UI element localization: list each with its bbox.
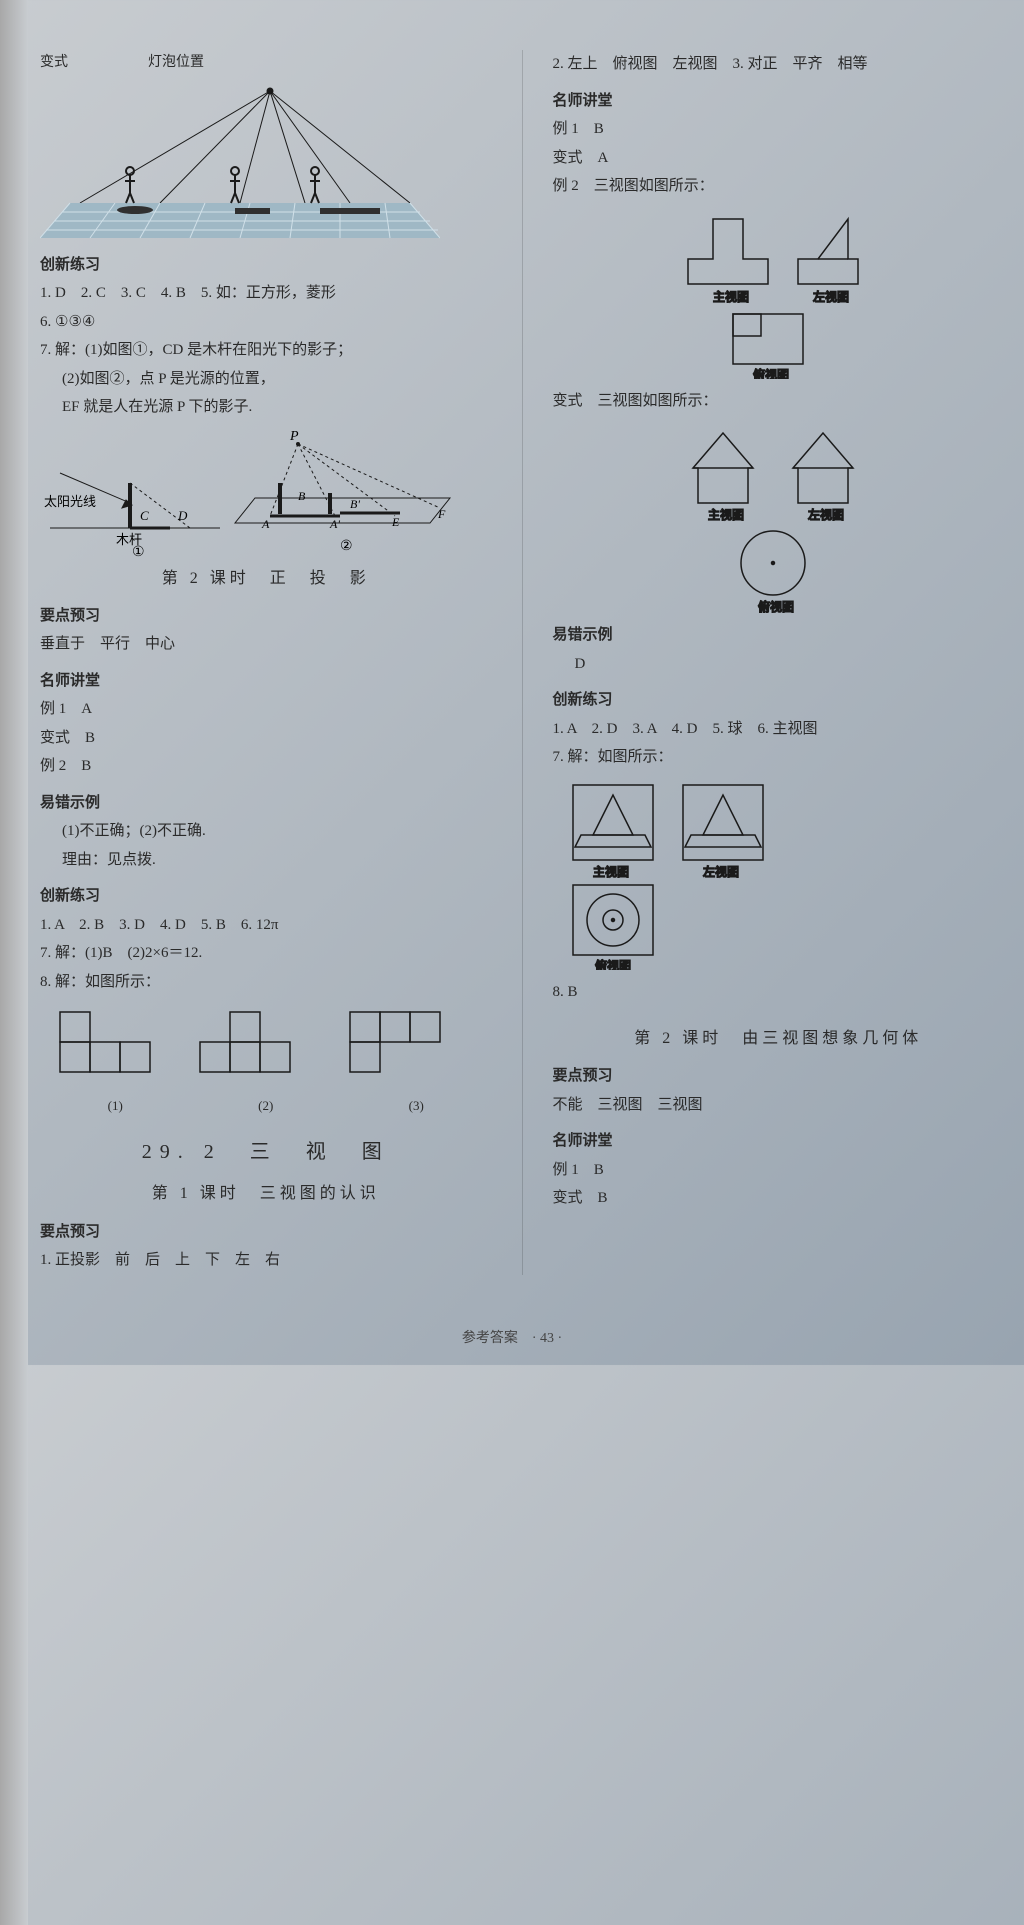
q7b: (2)如图②，点 P 是光源的位置， bbox=[40, 365, 492, 394]
three-views-1: 主视图 左视图 俯视图 bbox=[553, 209, 1005, 379]
r-ex1: 例 1 B bbox=[553, 115, 1005, 144]
q7a: 7. 解：(1)如图①，CD 是木杆在阳光下的影子； bbox=[40, 336, 492, 365]
svg-text:C: C bbox=[140, 508, 149, 523]
r-ycsl: 易错示例 bbox=[553, 621, 1005, 650]
cxlx2-title: 创新练习 bbox=[40, 882, 492, 911]
cxlx2-l2: 7. 解：(1)B (2)2×6＝12. bbox=[40, 939, 492, 968]
lesson2-title: 第 2 课时 正 投 影 bbox=[40, 564, 492, 594]
polyomino-grids: (1) (2) (3) bbox=[40, 1002, 492, 1119]
cxlx-title: 创新练习 bbox=[40, 251, 492, 280]
bs: 变式 B bbox=[40, 724, 492, 753]
sec-29-2: 29. 2 三 视 图 bbox=[40, 1133, 492, 1171]
svg-text:主视图: 主视图 bbox=[593, 864, 629, 879]
grid-cap-1: (1) bbox=[108, 1094, 123, 1119]
r-bs: 变式 A bbox=[553, 144, 1005, 173]
lamp-floor-diagram bbox=[40, 83, 492, 243]
sun-light-diagram: P A A' B' B E F bbox=[40, 428, 492, 558]
svg-text:D: D bbox=[177, 508, 188, 523]
svg-text:左视图: 左视图 bbox=[808, 507, 844, 522]
q7c: EF 就是人在光源 P 下的影子. bbox=[40, 393, 492, 422]
cxlx2-l3: 8. 解：如图所示： bbox=[40, 968, 492, 997]
page-footer: 参考答案 · 43 · bbox=[0, 1327, 1024, 1347]
cxlx2-l1: 1. A 2. B 3. D 4. D 5. B 6. 12π bbox=[40, 911, 492, 940]
svg-text:俯视图: 俯视图 bbox=[758, 599, 794, 613]
r-bs2: 变式 三视图如图所示： bbox=[553, 387, 1005, 416]
r-msjt2: 名师讲堂 bbox=[553, 1127, 1005, 1156]
svg-text:主视图: 主视图 bbox=[708, 507, 744, 522]
page: 变式 灯泡位置 bbox=[0, 0, 1024, 1295]
lesson1-title: 第 1 课时 三视图的认识 bbox=[40, 1179, 492, 1209]
r-cxlx-l2: 7. 解：如图所示： bbox=[553, 743, 1005, 772]
svg-text:俯视图: 俯视图 bbox=[753, 367, 789, 379]
ycsl: 易错示例 bbox=[40, 789, 492, 818]
r-ycsl-ans: D bbox=[553, 650, 1005, 679]
left-column: 变式 灯泡位置 bbox=[40, 50, 502, 1275]
ycsl-a: (1)不正确；(2)不正确. bbox=[40, 817, 492, 846]
svg-text:B: B bbox=[298, 489, 306, 503]
r-ydyx: 要点预习 bbox=[553, 1062, 1005, 1091]
label-bianshi: 变式 bbox=[40, 50, 68, 77]
r-lesson2-title: 第 2 课时 由三视图想象几何体 bbox=[553, 1024, 1005, 1054]
r-cxlx-l1: 1. A 2. D 3. A 4. D 5. 球 6. 主视图 bbox=[553, 715, 1005, 744]
svg-text:太阳光线: 太阳光线 bbox=[44, 494, 96, 509]
svg-text:A': A' bbox=[329, 517, 340, 531]
svg-text:②: ② bbox=[340, 539, 353, 554]
lamp-labels: 变式 灯泡位置 bbox=[40, 50, 492, 77]
cxlx-l1: 1. D 2. C 3. C 4. B 5. 如：正方形，菱形 bbox=[40, 279, 492, 308]
ydyx2: 要点预习 bbox=[40, 1218, 492, 1247]
svg-text:E: E bbox=[391, 515, 400, 529]
svg-text:①: ① bbox=[132, 545, 145, 558]
label-lamp: 灯泡位置 bbox=[148, 50, 204, 77]
grid-cap-3: (3) bbox=[409, 1094, 424, 1119]
r-top: 2. 左上 俯视图 左视图 3. 对正 平齐 相等 bbox=[553, 50, 1005, 79]
r-ydyx-content: 不能 三视图 三视图 bbox=[553, 1091, 1005, 1120]
r-msjt: 名师讲堂 bbox=[553, 87, 1005, 116]
right-column: 2. 左上 俯视图 左视图 3. 对正 平齐 相等 名师讲堂 例 1 B 变式 … bbox=[522, 50, 1005, 1275]
cxlx-l2: 6. ①③④ bbox=[40, 308, 492, 337]
r-cxlx: 创新练习 bbox=[553, 686, 1005, 715]
r-q8: 8. B bbox=[553, 978, 1005, 1007]
ydyx-content: 垂直于 平行 中心 bbox=[40, 630, 492, 659]
r-ex2: 例 2 三视图如图所示： bbox=[553, 172, 1005, 201]
svg-text:B': B' bbox=[350, 497, 360, 511]
grid-cap-2: (2) bbox=[258, 1094, 273, 1119]
ycsl-b: 理由：见点拨. bbox=[40, 846, 492, 875]
r-bsb: 变式 B bbox=[553, 1184, 1005, 1213]
svg-text:左视图: 左视图 bbox=[813, 289, 849, 304]
ex1: 例 1 A bbox=[40, 695, 492, 724]
r-ex1b: 例 1 B bbox=[553, 1156, 1005, 1185]
svg-text:俯视图: 俯视图 bbox=[595, 958, 631, 970]
ydyx2-content: 1. 正投影 前 后 上 下 左 右 bbox=[40, 1246, 492, 1275]
svg-text:F: F bbox=[437, 507, 446, 521]
ydyx: 要点预习 bbox=[40, 602, 492, 631]
three-views-2: 主视图 左视图 俯视图 bbox=[553, 423, 1005, 613]
svg-text:A: A bbox=[261, 517, 270, 531]
svg-text:P: P bbox=[289, 429, 299, 444]
svg-text:主视图: 主视图 bbox=[713, 289, 749, 304]
ex2: 例 2 B bbox=[40, 752, 492, 781]
msjt: 名师讲堂 bbox=[40, 667, 492, 696]
three-views-3: 主视图 左视图 俯视图 bbox=[563, 780, 1005, 970]
svg-text:左视图: 左视图 bbox=[703, 864, 739, 879]
